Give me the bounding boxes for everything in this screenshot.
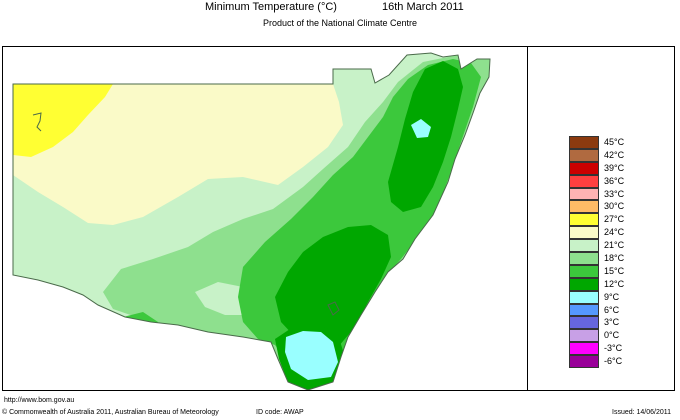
legend-swatch <box>569 290 599 304</box>
legend-row: -6°C <box>569 355 629 369</box>
legend-swatch <box>569 342 599 356</box>
issued-date: Issued: 14/06/2011 <box>612 409 672 416</box>
legend-label: 0°C <box>604 330 620 341</box>
legend-row: 0°C <box>569 329 629 343</box>
legend-row: -3°C <box>569 342 629 356</box>
legend-swatch <box>569 264 599 278</box>
legend-label: 27°C <box>604 214 625 225</box>
legend-label: 39°C <box>604 162 625 173</box>
legend-label: -6°C <box>604 356 623 367</box>
legend-row: 30°C <box>569 200 629 214</box>
legend-label: 42°C <box>604 149 625 160</box>
legend-label: 30°C <box>604 201 625 212</box>
legend-row: 24°C <box>569 226 629 240</box>
legend-row: 45°C <box>569 136 629 149</box>
source-url[interactable]: http://www.bom.gov.au <box>4 397 75 404</box>
zone-27c <box>13 84 113 157</box>
legend-label: 6°C <box>604 304 620 315</box>
act-outline <box>327 301 340 316</box>
legend-swatch <box>569 239 599 253</box>
legend-swatch <box>569 355 599 369</box>
legend-row: 15°C <box>569 264 629 278</box>
legend-label: 12°C <box>604 278 625 289</box>
legend-swatch <box>569 213 599 227</box>
legend-row: 39°C <box>569 161 629 175</box>
legend-label: 21°C <box>604 240 625 251</box>
legend-swatch <box>569 200 599 214</box>
legend-label: 36°C <box>604 175 625 186</box>
title-date: 16th March 2011 <box>382 1 464 13</box>
legend-row: 18°C <box>569 252 629 265</box>
zone-9c-alps <box>285 331 338 380</box>
title-variable: Minimum Temperature (°C) <box>205 1 337 13</box>
map-frame <box>2 46 675 391</box>
legend-row: 3°C <box>569 316 629 330</box>
legend-swatch <box>569 136 599 149</box>
lake-outline <box>32 112 42 132</box>
legend-swatch <box>569 148 599 162</box>
legend-row: 9°C <box>569 290 629 304</box>
zone-12c-central <box>275 225 391 347</box>
legend-label: 3°C <box>604 317 620 328</box>
state-border <box>12 52 491 390</box>
legend-row: 27°C <box>569 213 629 227</box>
legend-label: 24°C <box>604 227 625 238</box>
legend-label: 33°C <box>604 188 625 199</box>
legend-row: 21°C <box>569 239 629 253</box>
legend-swatch <box>569 303 599 317</box>
legend-label: 18°C <box>604 253 625 264</box>
legend-swatch <box>569 316 599 330</box>
map-title: Minimum Temperature (°C) 16th March 2011 <box>0 1 680 15</box>
legend-row: 33°C <box>569 187 629 201</box>
copyright-text: © Commonwealth of Australia 2011, Austra… <box>2 409 219 416</box>
legend-row: 12°C <box>569 277 629 291</box>
legend-label: 9°C <box>604 291 620 302</box>
id-code: ID code: AWAP <box>256 409 304 416</box>
legend-label: 45°C <box>604 137 625 147</box>
temperature-legend: 45°C 42°C 39°C 36°C 33°C 30°C 27°C 24°C 21°C 18°C… <box>569 136 629 369</box>
legend-label: 15°C <box>604 265 625 276</box>
legend-swatch <box>569 161 599 175</box>
legend-label: -3°C <box>604 343 623 354</box>
zone-9c-north <box>411 119 431 138</box>
legend-row: 6°C <box>569 303 629 317</box>
legend-swatch <box>569 252 599 265</box>
legend-swatch <box>569 187 599 201</box>
legend-swatch <box>569 277 599 291</box>
zone-24c <box>13 84 343 225</box>
temperature-map <box>12 52 491 390</box>
legend-swatch <box>569 174 599 188</box>
panel-divider <box>527 46 528 391</box>
map-subtitle: Product of the National Climate Centre <box>262 18 418 28</box>
legend-swatch <box>569 226 599 240</box>
legend-row: 36°C <box>569 174 629 188</box>
legend-swatch <box>569 329 599 343</box>
legend-row: 42°C <box>569 148 629 162</box>
